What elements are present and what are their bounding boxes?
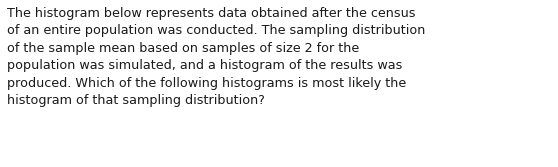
Text: The histogram below represents data obtained after the census
of an entire popul: The histogram below represents data obta… <box>7 7 425 107</box>
